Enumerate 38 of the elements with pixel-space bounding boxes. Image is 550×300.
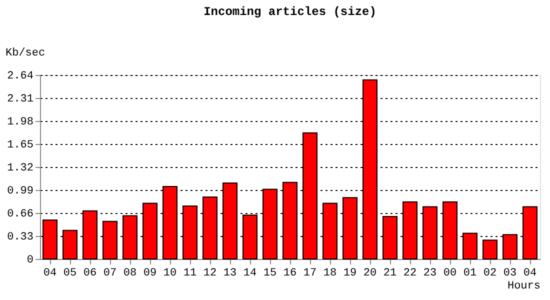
x-tick-label: 21 [383,268,397,280]
x-tick-label: 20 [363,268,377,280]
x-tick-label: 14 [243,268,257,280]
chart-title: Incoming articles (size) [204,5,376,19]
bar [482,240,498,260]
x-tick-label: 16 [283,268,297,280]
x-tick-label: 07 [103,268,117,280]
x-tick-label: 18 [323,268,337,280]
x-tick-label: 08 [123,268,137,280]
x-tick-label: 19 [343,268,357,280]
x-tick-label: 09 [143,268,157,280]
y-tick-label: 1.98 [7,116,34,128]
y-tick-label: 0.33 [7,232,34,244]
x-tick-label: 03 [503,268,517,280]
x-tick-label: 10 [163,268,177,280]
y-tick-label: 2.64 [7,70,34,82]
y-tick-label: 0.99 [7,186,34,198]
x-tick-label: 22 [403,268,417,280]
x-tick-label: 01 [463,268,477,280]
x-tick-label: 00 [443,268,457,280]
x-tick-label: 11 [183,268,197,280]
y-tick-label: 0 [26,254,34,266]
y-tick-label: 1.65 [7,140,34,152]
x-axis-title: Hours [507,280,540,292]
y-axis-title: Kb/sec [6,48,46,60]
x-tick-label: 13 [223,268,237,280]
x-tick-label: 05 [63,268,77,280]
y-tick-label: 1.32 [7,162,34,174]
y-tick-label: 0.66 [7,208,34,220]
x-tick-label: 04 [523,268,537,280]
x-tick-label: 12 [203,268,217,280]
x-tick-label: 04 [43,268,57,280]
x-tick-label: 15 [263,268,277,280]
x-tick-label: 06 [83,268,97,280]
x-tick-label: 02 [483,268,497,280]
y-tick-label: 2.31 [7,94,34,106]
x-tick-label: 23 [423,268,437,280]
x-tick-label: 17 [303,268,317,280]
